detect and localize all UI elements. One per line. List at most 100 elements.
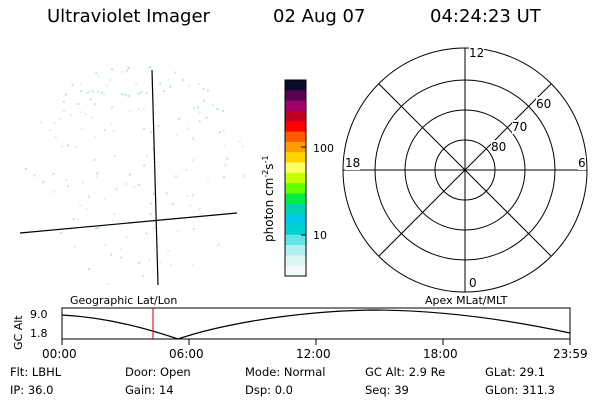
colorbar-cell [285, 193, 306, 205]
emission-dot [79, 82, 82, 85]
emission-dot [205, 116, 208, 119]
emission-dot [121, 71, 124, 73]
emission-dot [207, 177, 209, 180]
emission-dot [193, 107, 196, 110]
colorbar-tick-label-100: 100 [313, 142, 334, 155]
emission-dot [152, 227, 155, 230]
emission-dot [226, 157, 229, 160]
emission-dot [125, 236, 128, 238]
emission-dot [80, 90, 82, 93]
emission-dot [222, 129, 225, 132]
emission-dot [135, 82, 138, 85]
emission-dot [110, 253, 113, 256]
emission-dot [93, 158, 96, 161]
emission-dot [125, 69, 128, 72]
emission-dot [33, 174, 36, 177]
emission-dot [137, 92, 140, 95]
emission-dot [238, 140, 241, 143]
emission-dot [223, 175, 225, 178]
colorbar-cell [285, 90, 306, 102]
colorbar-cell [285, 100, 306, 112]
emission-dot [175, 175, 178, 178]
emission-dot [94, 135, 97, 138]
image-title: Ultraviolet Imager [47, 6, 210, 27]
emission-dot [108, 78, 111, 81]
colorbar-title: photon cm-2s-1 [261, 155, 276, 242]
emission-dot [174, 175, 177, 178]
emission-dot [59, 232, 62, 234]
emission-dot [73, 245, 76, 248]
emission-dot [67, 185, 70, 188]
emission-dot [242, 175, 245, 177]
colorbar-cell [285, 265, 306, 277]
polar-label-6: 6 [578, 156, 586, 170]
emission-dot [202, 99, 205, 102]
emission-dot [97, 227, 99, 229]
emission-dot [174, 71, 177, 74]
emission-dot [128, 173, 131, 176]
emission-dot [58, 118, 61, 121]
emission-dot [145, 232, 148, 235]
time-label: 04:24:23 UT [430, 6, 541, 27]
emission-dot [95, 227, 97, 230]
emission-dot [77, 103, 80, 105]
emission-dot [113, 155, 116, 158]
emission-dot [121, 93, 124, 96]
colorbar-frame [284, 79, 307, 277]
emission-dot [175, 133, 178, 136]
emission-dot [206, 89, 209, 92]
latitude-line [19, 212, 238, 234]
polar-lat-label-80: 80 [491, 140, 507, 154]
emission-dot [88, 268, 91, 270]
emission-dot [127, 66, 130, 69]
status-gc-alt: GC Alt: 2.9 Re [365, 365, 446, 379]
emission-dot [143, 164, 146, 167]
emission-dot [97, 90, 100, 93]
colorbar-cell [285, 183, 306, 194]
emission-dot [155, 198, 158, 201]
emission-dot [150, 202, 152, 205]
status-dsp: Dsp: 0.0 [245, 383, 293, 397]
emission-dot [172, 202, 175, 205]
emission-dot [86, 91, 89, 94]
emission-dot [216, 108, 219, 111]
emission-dot [157, 124, 160, 127]
polar-lat-label-60: 60 [536, 97, 552, 111]
altitude-curve [61, 309, 571, 340]
emission-dot [241, 145, 244, 148]
emission-dot [223, 144, 226, 147]
emission-dot [103, 129, 106, 132]
emission-dot [192, 137, 194, 139]
polar-lat-label-70: 70 [512, 120, 528, 134]
emission-dot [89, 98, 92, 101]
emission-dot [149, 213, 152, 216]
emission-dot [186, 195, 189, 198]
emission-dot [65, 179, 68, 182]
emission-dot [72, 218, 75, 221]
emission-dot [62, 100, 65, 103]
emission-dot [63, 110, 65, 113]
emission-dot [159, 261, 162, 264]
emission-dot [79, 111, 82, 114]
emission-dot [167, 249, 170, 252]
emission-dot [202, 88, 205, 91]
emission-dot [218, 131, 221, 134]
timeline-left-label: Geographic Lat/Lon [70, 294, 178, 307]
colorbar-cell [285, 121, 306, 133]
emission-dot [77, 218, 80, 221]
emission-dot [169, 263, 172, 266]
emission-dot [24, 168, 27, 170]
emission-dot [148, 259, 151, 262]
emission-dot [128, 110, 131, 113]
emission-dot [146, 154, 148, 157]
polar-label-0: 0 [469, 276, 477, 290]
timeline-ytick-9: 9.0 [30, 308, 48, 321]
emission-dot [199, 207, 202, 210]
emission-dot [111, 106, 114, 109]
emission-dot [103, 198, 106, 201]
polar-label-18: 18 [345, 156, 361, 170]
auroral-emission-dots [24, 65, 245, 286]
emission-dot [150, 131, 153, 134]
colorbar-cell [285, 162, 306, 174]
emission-dot [67, 144, 70, 147]
